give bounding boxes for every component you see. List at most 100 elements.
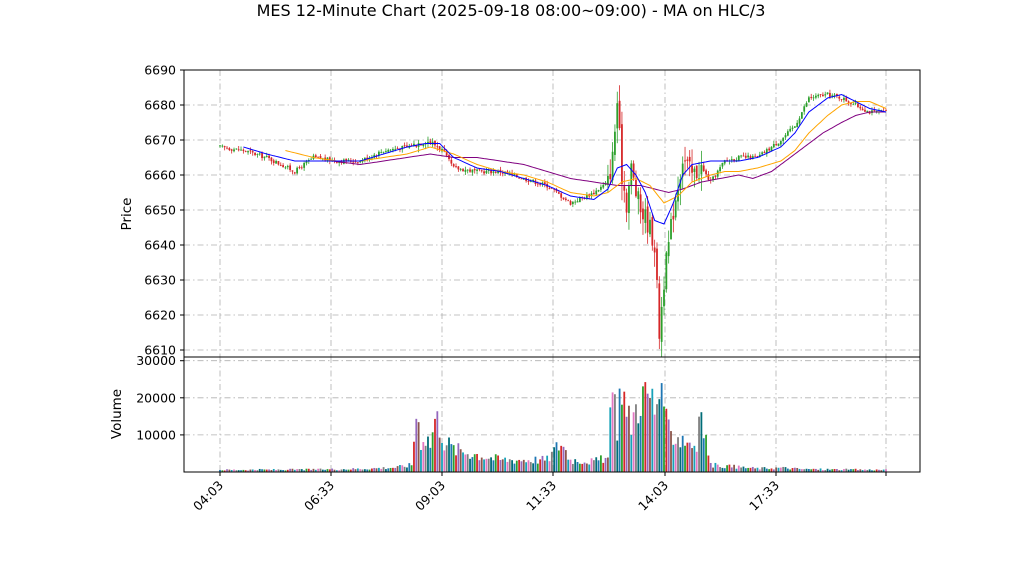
volume-bar [733, 464, 736, 472]
volume-bar [822, 470, 824, 472]
volume-bar [716, 464, 719, 472]
candle-body [875, 110, 878, 112]
candle-body [347, 159, 350, 161]
candle-body [270, 157, 273, 162]
candle-body [567, 200, 570, 202]
volume-bar [742, 466, 745, 472]
candle-body [228, 148, 231, 151]
candle-body [438, 146, 441, 150]
volume-bar [819, 468, 822, 472]
candle-body [373, 154, 376, 158]
volume-bar [831, 469, 834, 472]
volume-bar [254, 469, 256, 472]
volume-bar [443, 450, 446, 472]
volume-bar [658, 399, 661, 472]
volume-bar [392, 467, 394, 472]
candle-body [555, 189, 558, 192]
volume-bar [595, 457, 598, 472]
volume-bar [359, 469, 362, 472]
volume-bar [307, 468, 310, 472]
volume-bar [448, 437, 450, 472]
volume-bar [653, 414, 656, 472]
volume-bar [221, 470, 224, 472]
volume-bar [751, 466, 754, 472]
volume-bar [553, 447, 556, 472]
candle-body [221, 145, 224, 147]
candle-body [497, 170, 499, 174]
candle-body [770, 146, 773, 152]
volume-bar [373, 467, 376, 472]
candle-body [812, 97, 815, 99]
volume-bar [499, 460, 502, 472]
volume-bar [793, 467, 796, 472]
candle-body [747, 155, 750, 158]
candle-body [826, 92, 829, 95]
volume-bar [471, 457, 474, 472]
volume-bar [772, 469, 775, 472]
volume-bar [382, 467, 385, 472]
candle-body [464, 169, 467, 172]
candle-body [279, 164, 282, 166]
candle-body [873, 110, 876, 111]
volume-bar [483, 459, 485, 472]
volume-bar [607, 457, 609, 472]
volume-bar [247, 470, 249, 472]
candle-body [436, 146, 439, 148]
volume-bar [583, 462, 586, 472]
volume-bar [765, 468, 768, 472]
volume-bar [800, 469, 803, 472]
volume-bar [536, 463, 539, 472]
volume-bar [265, 469, 268, 472]
moving-average-lines [243, 93, 887, 225]
candle-body [646, 206, 649, 233]
volume-bar [782, 466, 785, 472]
volume-bar [611, 392, 614, 472]
candle-body [810, 96, 813, 98]
volume-bar [719, 467, 721, 472]
volume-bar [518, 459, 521, 472]
candle-body [291, 170, 294, 172]
candle-body [394, 148, 397, 150]
volume-bar [469, 458, 471, 472]
volume-bar [277, 469, 280, 472]
volume-bar [235, 470, 238, 472]
candle-body [861, 108, 864, 111]
volume-bar [303, 470, 306, 472]
volume-bar [600, 455, 602, 472]
candle-body [784, 135, 787, 138]
price-y-tick-label: 6640 [144, 238, 176, 253]
candle-body [429, 141, 432, 144]
candle-body [275, 160, 277, 164]
candle-body [611, 151, 614, 181]
volume-bar [462, 452, 464, 472]
volume-bar [824, 470, 827, 472]
volume-bar [473, 454, 476, 472]
volume-bar [698, 416, 700, 472]
volume-bar [223, 470, 226, 472]
candle-body [779, 140, 782, 145]
volume-bar [859, 469, 862, 472]
candle-body [578, 197, 581, 203]
candle-body [223, 146, 226, 148]
candle-body [775, 144, 778, 146]
candle-body [247, 151, 249, 153]
volume-bar [349, 469, 352, 472]
volume-bar [541, 455, 544, 472]
volume-bar [576, 462, 579, 472]
volume-bar [628, 405, 630, 472]
candle-body [564, 198, 567, 201]
volume-bar [464, 454, 467, 472]
volume-bar [328, 469, 331, 472]
volume-bar [838, 470, 841, 472]
volume-bar [833, 468, 836, 472]
candle-body [782, 137, 785, 142]
candle-body [254, 152, 256, 155]
candle-body [300, 167, 303, 169]
volume-bar [508, 459, 511, 472]
candle-body [457, 166, 460, 170]
price-axis-label: Price [119, 198, 135, 231]
volume-bar [424, 445, 427, 472]
candle-body [798, 118, 801, 124]
candle-body [632, 163, 635, 178]
candle-body [326, 157, 329, 161]
